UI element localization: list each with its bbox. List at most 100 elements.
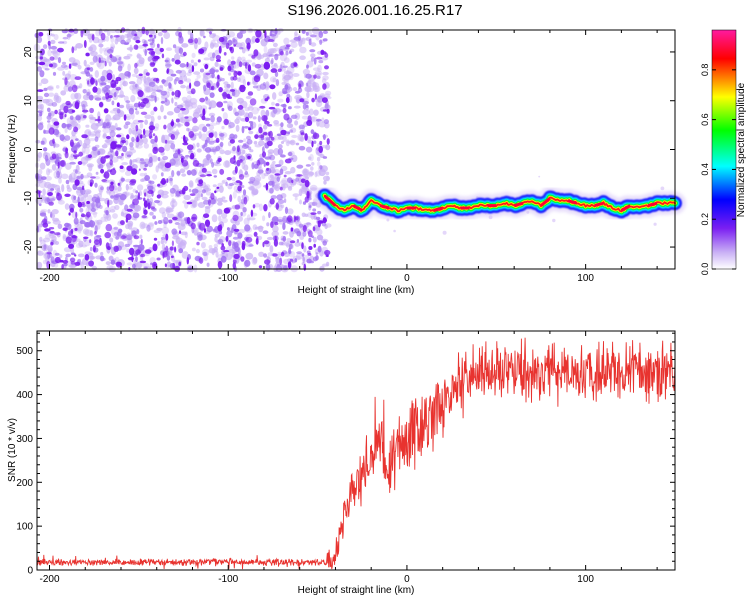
- noise-speckle-medium: [206, 225, 213, 233]
- noise-speckle-dark: [291, 179, 294, 184]
- noise-speckle-dark: [42, 222, 49, 228]
- noise-speckle-light: [270, 169, 277, 174]
- noise-speckle-medium: [287, 131, 290, 135]
- noise-speckle-light: [39, 239, 46, 244]
- noise-speckle-dark: [144, 249, 152, 254]
- noise-speckle-dark: [74, 156, 78, 160]
- noise-speckle-light: [154, 123, 160, 129]
- noise-speckle-light: [81, 146, 86, 154]
- noise-speckle-medium: [92, 55, 98, 63]
- noise-speckle-light: [221, 125, 225, 130]
- noise-speckle-medium: [140, 158, 144, 162]
- noise-speckle-light: [181, 251, 189, 259]
- noise-speckle-dark: [81, 134, 88, 139]
- noise-speckle-medium: [102, 121, 107, 129]
- noise-speckle-dark: [163, 124, 167, 130]
- noise-speckle-light: [214, 236, 218, 243]
- noise-speckle-medium: [191, 188, 199, 194]
- noise-speckle-light: [267, 48, 275, 55]
- noise-speckle-light: [235, 124, 240, 132]
- noise-speckle-light: [114, 204, 120, 211]
- noise-speckle-light: [126, 116, 131, 121]
- noise-speckle-light: [38, 168, 43, 175]
- noise-speckle-light: [51, 209, 59, 215]
- noise-speckle-dark: [140, 238, 143, 245]
- noise-speckle-dark: [190, 88, 196, 95]
- noise-speckle-dark: [230, 89, 235, 92]
- noise-speckle-dark: [71, 46, 75, 54]
- noise-speckle-light: [322, 175, 330, 181]
- noise-speckle-dark: [283, 113, 290, 121]
- noise-speckle-medium: [146, 224, 151, 232]
- noise-speckle-medium: [81, 104, 86, 111]
- noise-speckle-medium: [150, 262, 153, 265]
- noise-speckle-medium: [288, 106, 292, 110]
- noise-speckle-medium: [315, 216, 321, 220]
- noise-speckle-dark: [103, 171, 110, 179]
- noise-speckle-medium: [284, 83, 291, 91]
- noise-speckle-light: [294, 241, 301, 247]
- noise-speckle-dark: [289, 258, 294, 262]
- noise-speckle-medium: [315, 118, 322, 122]
- noise-speckle-dark: [60, 159, 66, 168]
- noise-speckle-light: [108, 61, 112, 67]
- noise-speckle-medium: [43, 87, 48, 92]
- noise-speckle-medium: [247, 146, 252, 150]
- noise-speckle-light: [254, 178, 260, 185]
- noise-speckle-medium: [315, 254, 319, 261]
- noise-speckle-dark: [95, 80, 98, 86]
- noise-speckle-light: [224, 160, 230, 168]
- noise-speckle-light: [214, 61, 219, 67]
- noise-speckle-dark: [170, 255, 174, 259]
- noise-speckle-light: [122, 80, 128, 87]
- noise-speckle-light: [276, 257, 280, 262]
- noise-speckle-dark: [182, 51, 187, 57]
- noise-speckle-medium: [122, 145, 128, 153]
- noise-speckle-dark: [293, 62, 298, 67]
- noise-speckle-medium: [73, 195, 77, 200]
- noise-speckle-light: [306, 91, 310, 99]
- noise-speckle-medium: [262, 146, 265, 154]
- noise-speckle-medium: [240, 29, 247, 34]
- noise-speckle-medium: [50, 45, 58, 50]
- stray-speckle: [538, 175, 541, 178]
- noise-speckle-light: [267, 149, 275, 155]
- noise-speckle-dark: [199, 222, 206, 231]
- noise-speckle-light: [185, 78, 192, 83]
- noise-speckle-dark: [177, 148, 181, 155]
- noise-speckle-dark: [233, 253, 240, 260]
- noise-speckle-light: [282, 73, 286, 80]
- noise-speckle-medium: [232, 241, 236, 246]
- noise-speckle-medium: [88, 220, 96, 228]
- noise-speckle-dark: [68, 63, 72, 69]
- noise-speckle-dark: [93, 239, 100, 246]
- noise-speckle-dark: [131, 168, 138, 175]
- noise-speckle-light: [310, 53, 316, 58]
- noise-speckle-dark: [216, 81, 220, 88]
- noise-speckle-light: [302, 68, 310, 75]
- noise-speckle-dark: [277, 68, 282, 73]
- noise-speckle-medium: [113, 194, 121, 198]
- noise-speckle-light: [211, 168, 218, 175]
- colorbar-tick-label: 0.2: [700, 213, 710, 226]
- noise-speckle-dark: [229, 194, 233, 203]
- noise-speckle-light: [272, 42, 278, 48]
- noise-speckle-medium: [40, 140, 45, 145]
- noise-speckle-medium: [204, 147, 212, 153]
- noise-speckle-medium: [163, 221, 168, 225]
- noise-speckle-medium: [190, 169, 197, 176]
- noise-speckle-light: [311, 162, 315, 166]
- noise-speckle-light: [61, 173, 69, 180]
- noise-speckle-medium: [76, 186, 83, 191]
- noise-speckle-dark: [312, 226, 316, 232]
- noise-speckle-dark: [165, 245, 169, 253]
- noise-speckle-dark: [218, 87, 223, 93]
- noise-speckle-medium: [185, 154, 190, 158]
- noise-speckle-light: [86, 163, 94, 168]
- noise-speckle-light: [66, 184, 70, 190]
- noise-speckle-dark: [143, 209, 148, 215]
- noise-speckle-dark: [248, 127, 252, 131]
- noise-speckle-light: [190, 203, 196, 209]
- noise-speckle-medium: [296, 251, 303, 255]
- noise-speckle-dark: [266, 140, 273, 147]
